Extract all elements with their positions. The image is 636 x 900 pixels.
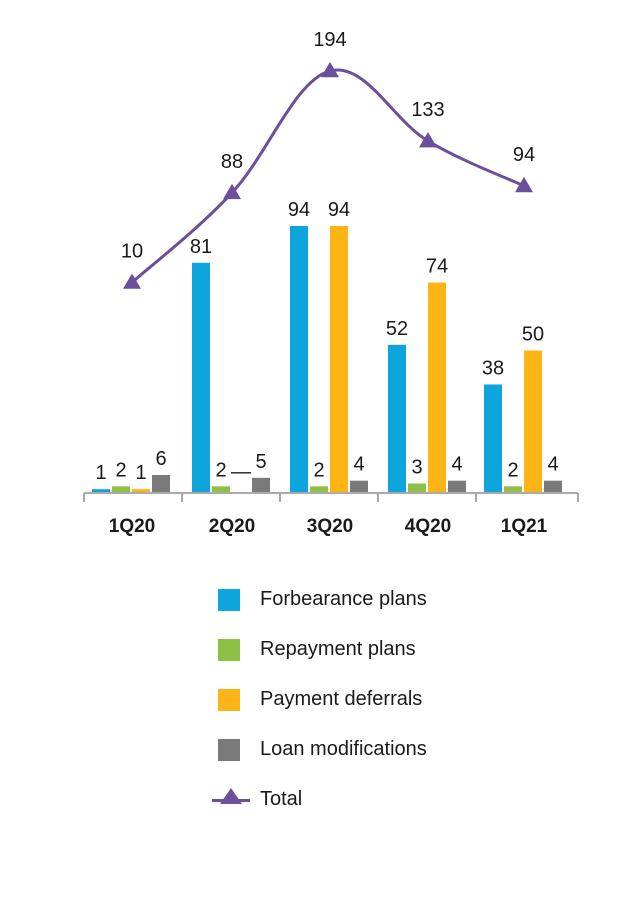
legend-label-deferrals: Payment deferrals bbox=[260, 688, 423, 710]
legend-label-repayment: Repayment plans bbox=[260, 638, 416, 660]
legend-swatch-deferrals bbox=[218, 689, 240, 711]
bar-forbearance-plans-3q20 bbox=[290, 225, 308, 493]
legend-label-forbearance: Forbearance plans bbox=[260, 588, 427, 610]
bar-repayment-plans-3q20 bbox=[310, 486, 328, 492]
legend-label-total: Total bbox=[260, 788, 303, 810]
bar-forbearance-plans-4q20 bbox=[388, 344, 406, 492]
bar-repayment-plans-1q21 bbox=[504, 486, 522, 492]
x-tick-label-4q20: 4Q20 bbox=[405, 516, 451, 537]
data-label-repayment-plans-2q20: 2 bbox=[215, 459, 226, 481]
legend-triangle-icon bbox=[220, 788, 242, 804]
data-label-payment-deferrals-4q20: 74 bbox=[426, 256, 448, 278]
legend-swatch-forbearance bbox=[218, 589, 240, 611]
total-marker-2q20 bbox=[223, 183, 241, 200]
data-label-forbearance-plans-4q20: 52 bbox=[386, 318, 408, 340]
bar-forbearance-plans-1q21 bbox=[484, 384, 502, 492]
data-label-loan-modifications-1q20: 6 bbox=[155, 448, 166, 470]
data-label-payment-deferrals-1q20: 1 bbox=[135, 462, 146, 484]
x-tick-label-2q20: 2Q20 bbox=[209, 516, 255, 537]
data-label-payment-deferrals-3q20: 94 bbox=[328, 199, 350, 221]
total-label-3q20: 194 bbox=[313, 29, 346, 51]
data-label-payment-deferrals-1q21: 50 bbox=[522, 324, 544, 346]
bar-repayment-plans-1q20 bbox=[112, 486, 130, 492]
x-tick-label-1q21: 1Q21 bbox=[501, 516, 548, 537]
data-label-repayment-plans-1q20: 2 bbox=[115, 459, 126, 481]
total-label-1q21: 94 bbox=[513, 144, 535, 166]
data-label-forbearance-plans-1q20: 1 bbox=[95, 462, 106, 484]
legend-swatch-repayment bbox=[218, 639, 240, 661]
total-label-4q20: 133 bbox=[411, 99, 444, 121]
bar-payment-deferrals-3q20 bbox=[330, 225, 348, 493]
bar-loan-modifications-1q21 bbox=[544, 480, 562, 492]
legend-item-modifications: Loan modifications bbox=[212, 734, 512, 768]
total-marker-3q20 bbox=[321, 61, 339, 78]
bar-forbearance-plans-2q20 bbox=[192, 262, 210, 492]
data-label-loan-modifications-3q20: 4 bbox=[353, 454, 364, 476]
data-label-payment-deferrals-2q20: — bbox=[231, 461, 251, 483]
bar-forbearance-plans-1q20 bbox=[92, 489, 110, 492]
bar-payment-deferrals-1q20 bbox=[132, 489, 150, 492]
data-label-loan-modifications-2q20: 5 bbox=[255, 451, 266, 473]
bar-repayment-plans-4q20 bbox=[408, 483, 426, 492]
total-line-layer bbox=[123, 61, 533, 289]
legend-item-deferrals: Payment deferrals bbox=[212, 684, 512, 718]
total-marker-1q21 bbox=[515, 176, 533, 193]
data-label-forbearance-plans-2q20: 81 bbox=[190, 236, 212, 258]
bar-repayment-plans-2q20 bbox=[212, 486, 230, 492]
bar-loan-modifications-3q20 bbox=[350, 480, 368, 492]
bar-payment-deferrals-1q21 bbox=[524, 350, 542, 492]
data-label-repayment-plans-3q20: 2 bbox=[313, 459, 324, 481]
x-tick-label-1q20: 1Q20 bbox=[109, 516, 155, 537]
x-axis: 1Q20 2Q20 3Q20 4Q20 1Q21 bbox=[83, 492, 579, 537]
bars-layer bbox=[92, 225, 562, 493]
total-label-2q20: 88 bbox=[221, 151, 243, 173]
total-marker-1q20 bbox=[123, 273, 141, 289]
bar-loan-modifications-4q20 bbox=[448, 480, 466, 492]
data-label-loan-modifications-4q20: 4 bbox=[451, 454, 462, 476]
total-label-1q20: 10 bbox=[121, 241, 143, 263]
legend-item-repayment: Repayment plans bbox=[212, 634, 512, 668]
total-marker-4q20 bbox=[419, 132, 437, 148]
legend-label-modifications: Loan modifications bbox=[260, 738, 427, 760]
data-label-loan-modifications-1q21: 4 bbox=[547, 454, 558, 476]
bar-payment-deferrals-4q20 bbox=[428, 282, 446, 492]
data-label-repayment-plans-1q21: 2 bbox=[507, 459, 518, 481]
legend-item-total: Total bbox=[212, 784, 512, 818]
x-tick-label-3q20: 3Q20 bbox=[307, 516, 353, 537]
legend-item-forbearance: Forbearance plans bbox=[212, 584, 512, 618]
data-label-forbearance-plans-1q21: 38 bbox=[482, 357, 504, 379]
data-label-repayment-plans-4q20: 3 bbox=[411, 457, 422, 479]
bar-loan-modifications-1q20 bbox=[152, 475, 170, 492]
data-label-forbearance-plans-3q20: 94 bbox=[288, 199, 310, 221]
bar-loan-modifications-2q20 bbox=[252, 477, 270, 492]
legend-swatch-modifications bbox=[218, 739, 240, 761]
